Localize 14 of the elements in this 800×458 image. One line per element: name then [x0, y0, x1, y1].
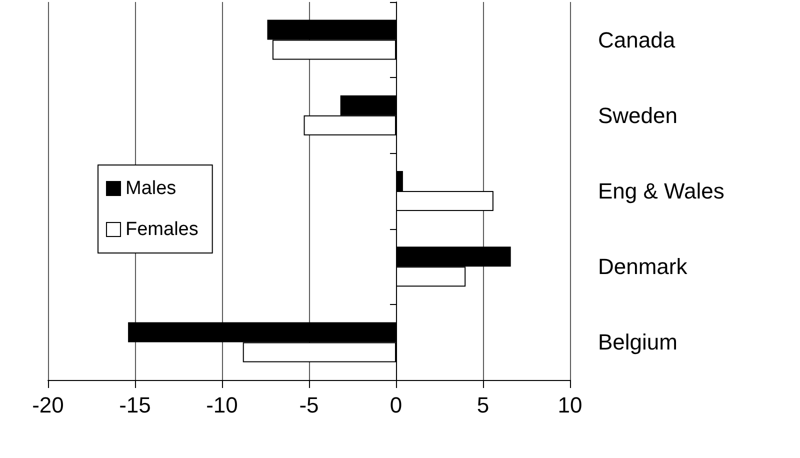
y-tick-label: Canada: [598, 27, 676, 52]
x-tick-label: -10: [206, 392, 238, 418]
y-tick-label: Eng & Wales: [598, 178, 724, 204]
y-tick-label: Sweden: [598, 102, 678, 128]
x-tick-label: -15: [119, 392, 151, 418]
x-tick-label: -20: [32, 392, 64, 418]
x-tick-label: 5: [476, 392, 490, 418]
legend-label: Males: [126, 178, 176, 199]
y-tick-label: Belgium: [598, 330, 678, 355]
x-tick-label: -5: [299, 392, 319, 418]
x-tick-label: 10: [558, 392, 582, 418]
legend-label: Females: [126, 219, 198, 240]
x-tick-label: 0: [390, 392, 402, 418]
y-tick-label: Denmark: [598, 254, 688, 280]
